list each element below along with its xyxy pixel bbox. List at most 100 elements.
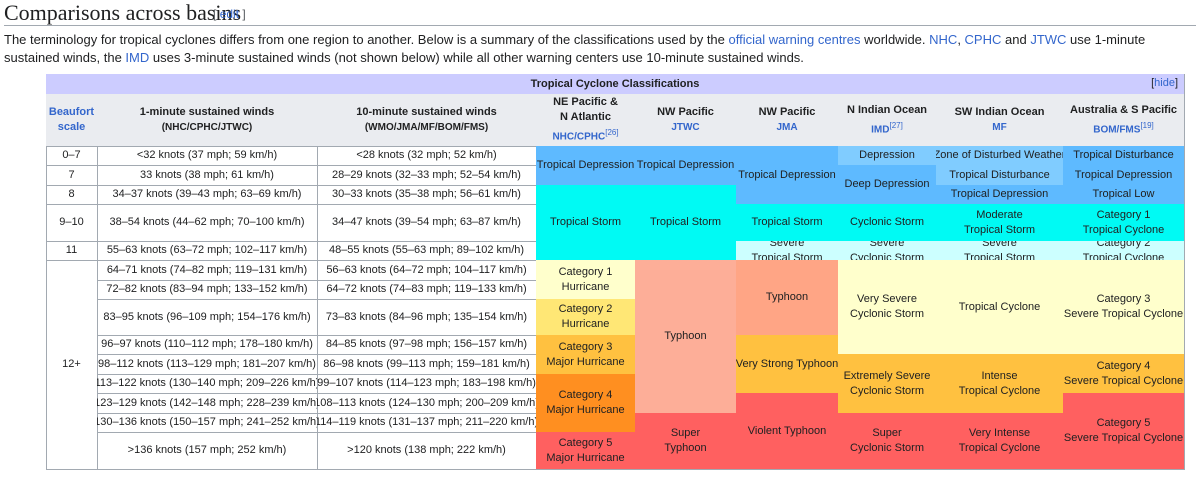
classification-cell: Category 1 Hurricane xyxy=(536,260,636,300)
header-line: N Atlantic xyxy=(560,111,611,124)
intro-paragraph: The terminology for tropical cyclones di… xyxy=(4,31,1196,67)
classification-label: Tropical Depression xyxy=(536,159,635,171)
classification-cell: Category 5 Major Hurricane xyxy=(536,432,636,470)
classification-cell: Deep Depression xyxy=(838,165,937,205)
classification-label: Major Hurricane xyxy=(546,355,625,368)
header-sub[interactable]: BOM/FMS xyxy=(1093,124,1141,136)
classification-label: Category 5 xyxy=(558,436,613,449)
header-title: 1-minute sustained winds xyxy=(140,105,274,120)
bracket: [ xyxy=(213,7,217,21)
wind-cell: 130–136 knots (150–157 mph; 241–252 km/h… xyxy=(97,413,318,433)
column-header: NW Pacific JTWC xyxy=(635,94,737,147)
classification-label: Tropical Disturbance xyxy=(949,168,1050,181)
classification-label: Tropical Cyclone xyxy=(958,442,1041,454)
wind-cell: 114–119 knots (131–137 mph; 211–220 km/h… xyxy=(317,413,537,433)
column-header: 1-minute sustained winds (NHC/CPHC/JTWC) xyxy=(97,94,318,147)
classification-label: Cyclonic Storm xyxy=(850,384,924,397)
classification-label: Major Hurricane xyxy=(546,404,625,416)
intro-link[interactable]: CPHC xyxy=(964,32,1002,47)
wind-cell: 73–83 knots (84–96 mph; 135–154 km/h) xyxy=(317,299,537,336)
header-line: NW Pacific xyxy=(758,106,816,118)
intro-link[interactable]: JTWC xyxy=(1030,32,1067,47)
wind-range: <32 knots (37 mph; 59 km/h) xyxy=(136,149,278,161)
classification-cell: Typhoon xyxy=(736,260,839,336)
intro-text: , xyxy=(957,32,965,47)
header-title: N Indian Ocean xyxy=(847,103,927,118)
wind-range: >120 knots (138 mph; 222 km/h) xyxy=(347,444,506,456)
wind-range: 55–63 knots (63–72 mph; 102–117 km/h) xyxy=(106,244,308,256)
reference[interactable]: [27] xyxy=(889,120,903,130)
classification-label: Tropical Storm xyxy=(751,216,823,228)
classification-label: Severe xyxy=(769,241,805,249)
classification-label: Category 1 xyxy=(1096,208,1151,221)
classification-label: Tropical Cyclone xyxy=(1082,223,1165,236)
classification-table: Tropical Cyclone Classifications [hide] Be… xyxy=(46,74,1185,470)
intro-link[interactable]: official warning centres xyxy=(728,32,861,47)
classification-cell: Zone of Disturbed Weather xyxy=(936,146,1064,166)
classification-label: Major Hurricane xyxy=(546,451,625,464)
classification-label: Violent Typhoon xyxy=(747,424,827,437)
classification-cell: Tropical Depression xyxy=(1063,165,1185,186)
wind-range: 83–95 knots (96–109 mph; 154–176 km/h) xyxy=(103,310,311,323)
reference[interactable]: [26] xyxy=(605,128,619,138)
classification-cell: Category 4 Severe Tropical Cyclone xyxy=(1063,354,1185,394)
classification-cell: Very Intense Tropical Cyclone xyxy=(936,413,1064,470)
beaufort-value: 0–7 xyxy=(62,149,81,161)
classification-label: Tropical Depression xyxy=(738,168,836,181)
classification-label: Tropical Storm xyxy=(963,223,1036,236)
wind-range: 98–112 knots (113–129 mph; 181–207 km/h) xyxy=(98,357,316,370)
hide-link[interactable]: hide xyxy=(1154,77,1175,89)
classification-cell: Severe Tropical Storm xyxy=(736,241,839,261)
classification-label: Category 3 xyxy=(558,340,613,353)
wind-range: <28 knots (32 mph; 52 km/h) xyxy=(356,149,497,161)
intro-link[interactable]: IMD xyxy=(125,50,150,65)
header-title: Beaufort scale xyxy=(49,105,94,135)
classification-label: Tropical Storm xyxy=(649,216,722,228)
intro-link[interactable]: NHC xyxy=(929,32,958,47)
header-title: 10-minute sustained winds xyxy=(356,105,497,120)
header-sub[interactable]: JTWC xyxy=(671,122,700,133)
classification-label: Category 2 xyxy=(1096,241,1151,249)
wind-range: 34–47 knots (39–54 mph; 63–87 km/h) xyxy=(332,216,521,228)
header-line: scale xyxy=(57,121,86,133)
wind-cell: 72–82 knots (83–94 mph; 133–152 km/h) xyxy=(97,280,318,300)
column-header: 10-minute sustained winds (WMO/JMA/MF/BOM… xyxy=(317,94,537,147)
wind-cell: 96–97 knots (110–112 mph; 178–180 km/h) xyxy=(97,335,318,355)
wind-cell: 34–47 knots (39–54 mph; 63–87 km/h) xyxy=(317,204,537,242)
wind-cell: >136 knots (157 mph; 252 km/h) xyxy=(97,432,318,470)
heading-title: Comparisons across basins xyxy=(4,0,242,25)
header-line: SW Indian Ocean xyxy=(954,106,1045,118)
wind-cell: <28 knots (32 mph; 52 km/h) xyxy=(317,146,537,166)
classification-label: Category 2 xyxy=(558,303,613,315)
wind-range: 73–83 knots (84–96 mph; 135–154 km/h) xyxy=(325,310,528,323)
wind-cell: 84–85 knots (97–98 mph; 156–157 km/h) xyxy=(317,335,537,355)
classification-label: Category 5 xyxy=(1096,417,1151,429)
classification-cell: Category 3 Major Hurricane xyxy=(536,335,636,375)
wind-cell: 30–33 knots (35–38 mph; 56–61 km/h) xyxy=(317,185,537,205)
classification-label: Typhoon xyxy=(765,291,809,303)
classification-cell: Depression xyxy=(838,146,937,166)
header-sub[interactable]: NHC/CPHC xyxy=(552,131,606,143)
wind-range: 114–119 knots (131–137 mph; 211–220 km/h… xyxy=(317,416,537,428)
classification-label: Extremely Severe xyxy=(843,369,931,382)
beaufort-value: 11 xyxy=(65,244,78,256)
classification-cell: Extremely Severe Cyclonic Storm xyxy=(838,354,937,414)
wind-range: 72–82 knots (83–94 mph; 133–152 km/h) xyxy=(106,283,308,295)
header-sub[interactable]: MF xyxy=(992,122,1007,133)
classification-label: Deep Depression xyxy=(844,178,930,190)
wind-range: 108–113 knots (124–130 mph; 200–209 km/h… xyxy=(317,396,537,409)
wind-range: 64–71 knots (74–82 mph; 119–131 km/h) xyxy=(106,263,308,276)
wind-range: 33 knots (38 mph; 61 km/h) xyxy=(140,168,274,181)
classification-cell: Tropical Storm xyxy=(736,204,839,242)
header-sub[interactable]: IMD xyxy=(871,124,890,136)
wind-range: 38–54 knots (44–62 mph; 70–100 km/h) xyxy=(109,216,305,228)
wind-cell: 33 knots (38 mph; 61 km/h) xyxy=(97,165,318,186)
edit-link[interactable]: edit xyxy=(219,7,240,21)
classification-label: Cyclonic Storm xyxy=(850,251,924,261)
wind-cell: 113–122 knots (130–140 mph; 209–226 km/h… xyxy=(97,374,318,394)
header-sub[interactable]: JMA xyxy=(776,122,798,133)
classification-cell: Category 5 Severe Tropical Cyclone xyxy=(1063,393,1185,470)
header-sub-wrap: IMD[27] xyxy=(871,118,903,138)
intro-text: worldwide. xyxy=(860,32,930,47)
reference[interactable]: [19] xyxy=(1140,120,1154,130)
